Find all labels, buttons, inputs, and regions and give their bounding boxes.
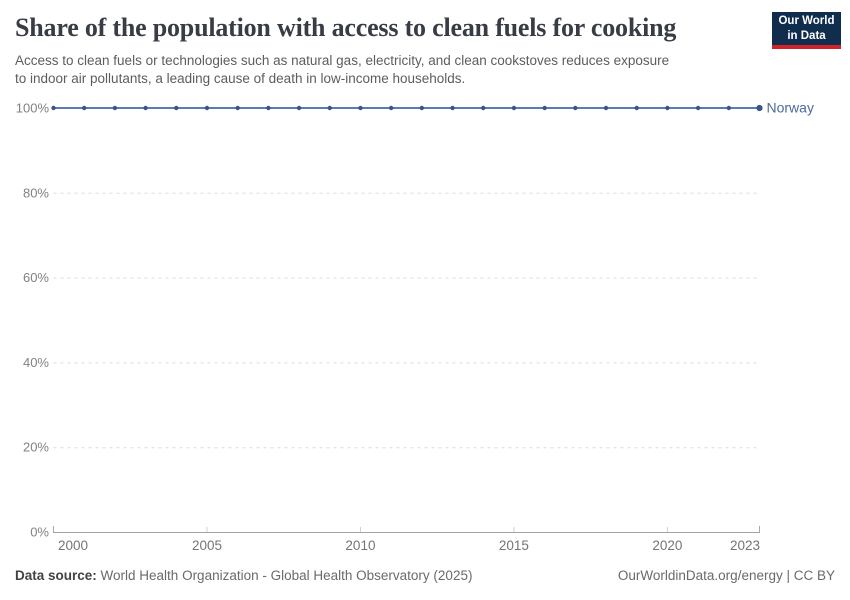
data-point-2009[interactable]: [327, 105, 332, 111]
data-point-2021[interactable]: [695, 105, 701, 111]
data-point-2003[interactable]: [143, 105, 148, 111]
owid-logo[interactable]: Our World in Data: [772, 12, 841, 49]
y-axis-tick-label: 60%: [23, 270, 49, 285]
data-point-2017[interactable]: [573, 105, 578, 111]
data-point-2012[interactable]: [419, 105, 425, 111]
x-axis-tick-label: 2015: [499, 538, 529, 553]
y-axis-tick-label: 100%: [16, 101, 50, 116]
data-source-text: World Health Organization - Global Healt…: [96, 568, 473, 583]
subtitle-line-1: Access to clean fuels or technologies su…: [15, 52, 670, 68]
y-axis-tick-label: 0%: [30, 525, 49, 540]
data-source-label: Data source:: [15, 568, 97, 583]
chart-header: Share of the population with access to c…: [15, 13, 765, 88]
x-axis-tick-label: 2020: [652, 538, 682, 553]
data-point-2010[interactable]: [358, 105, 363, 111]
data-point-2002[interactable]: [112, 105, 118, 111]
data-point-2006[interactable]: [235, 105, 240, 111]
data-source: Data source: World Health Organization -…: [15, 568, 472, 583]
y-axis-tick-label: 40%: [23, 355, 49, 370]
logo-line-2: in Data: [787, 29, 826, 42]
data-point-2016[interactable]: [542, 105, 547, 111]
data-point-2020[interactable]: [665, 105, 670, 111]
page-title: Share of the population with access to c…: [15, 13, 677, 42]
x-axis-tick-label: 2005: [192, 538, 222, 553]
data-point-2007[interactable]: [266, 105, 271, 111]
data-point-2005[interactable]: [204, 105, 210, 111]
x-axis-tick-label: 2023: [730, 538, 760, 553]
data-point-2014[interactable]: [481, 105, 486, 111]
data-point-2008[interactable]: [296, 105, 302, 111]
data-point-2023[interactable]: [756, 104, 763, 112]
series-entity-label[interactable]: Norway: [767, 100, 814, 116]
chart-footer: Data source: World Health Organization -…: [15, 568, 835, 583]
data-point-2011[interactable]: [388, 105, 394, 111]
data-point-2022[interactable]: [726, 105, 732, 111]
data-point-2018[interactable]: [603, 105, 609, 111]
x-axis-tick-label: 2000: [58, 538, 88, 553]
logo-line-1: Our World: [778, 15, 835, 28]
subtitle-line-2: to indoor air pollutants, a leading caus…: [15, 70, 466, 86]
data-point-2004[interactable]: [174, 105, 179, 111]
data-point-2000[interactable]: [51, 105, 56, 111]
data-point-2019[interactable]: [634, 105, 639, 111]
data-point-2015[interactable]: [511, 105, 517, 111]
y-axis-tick-label: 20%: [23, 440, 49, 455]
x-axis-tick-label: 2010: [345, 538, 375, 553]
data-point-2001[interactable]: [81, 105, 87, 111]
y-axis-tick-label: 80%: [23, 185, 49, 200]
data-point-2013[interactable]: [450, 105, 455, 111]
credit-link[interactable]: OurWorldinData.org/energy | CC BY: [617, 568, 835, 583]
chart-subtitle: Access to clean fuels or technologies su…: [15, 52, 765, 88]
